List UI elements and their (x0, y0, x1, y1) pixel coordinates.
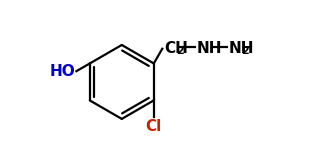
Text: Cl: Cl (146, 119, 162, 134)
Text: CH: CH (164, 41, 188, 56)
Text: NH: NH (196, 41, 221, 56)
Text: 2: 2 (176, 46, 184, 56)
Text: 2: 2 (241, 46, 248, 56)
Text: NH: NH (229, 41, 254, 56)
Text: HO: HO (49, 64, 75, 79)
